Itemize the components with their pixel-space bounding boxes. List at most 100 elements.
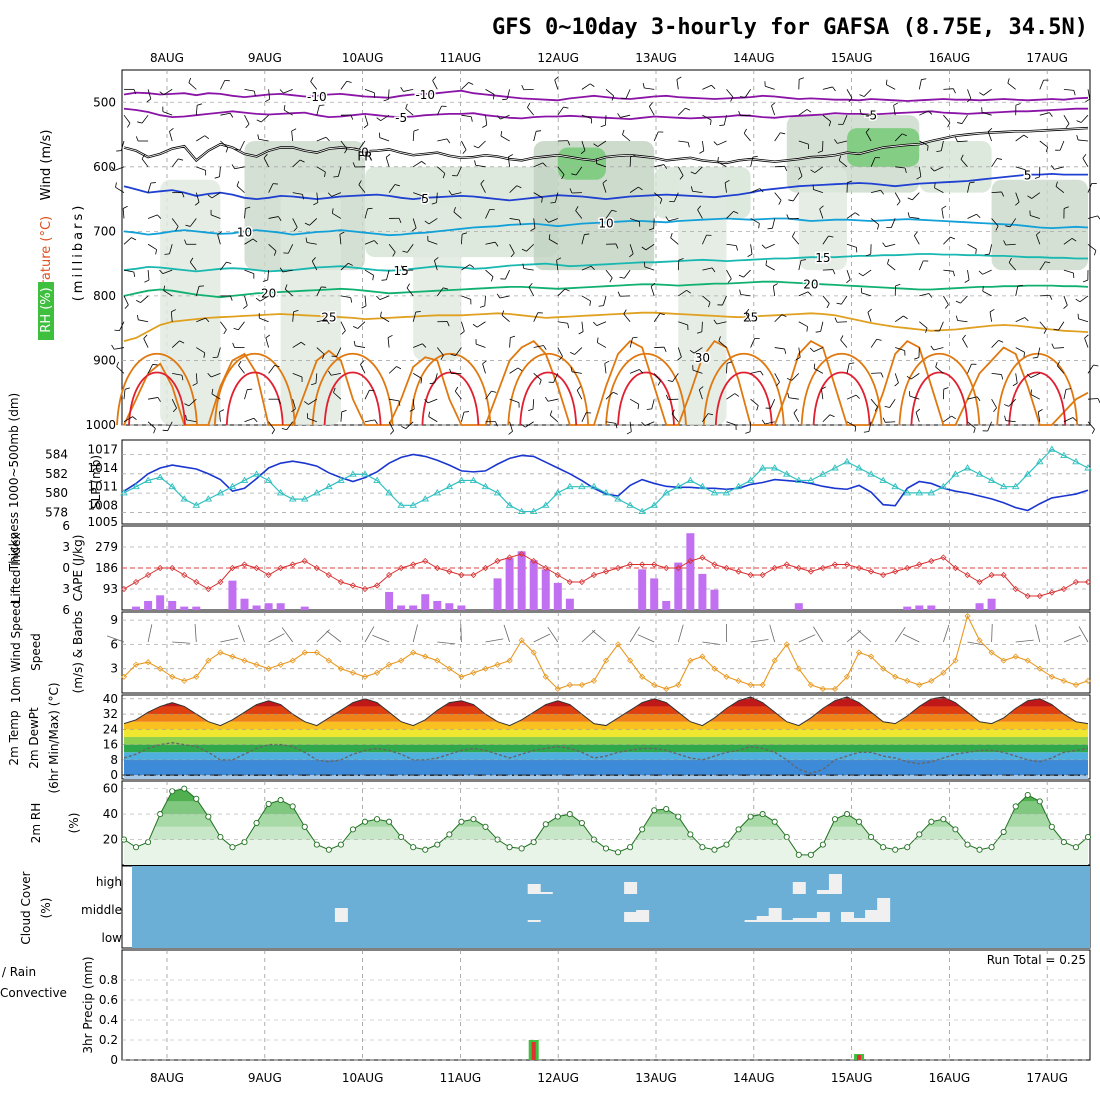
rh-point xyxy=(146,839,151,844)
cape-bar xyxy=(144,601,152,610)
precip-tick-0.2: 0.2 xyxy=(99,1033,118,1047)
rh-point xyxy=(254,820,259,825)
rh-point xyxy=(688,832,693,837)
cloud-bar xyxy=(817,912,830,922)
wind-barb-feather xyxy=(416,312,421,313)
cape-bar xyxy=(265,603,273,610)
isotherm-label-25: 25 xyxy=(321,311,336,325)
wind-barb xyxy=(750,422,751,432)
isotherm-label-20: 20 xyxy=(261,287,276,301)
cape-bar xyxy=(132,607,140,610)
cloud-level-middle: middle xyxy=(81,903,122,917)
cape-bar xyxy=(566,599,574,610)
rh-point xyxy=(266,801,271,806)
date-bottom-9AUG: 9AUG xyxy=(248,1071,282,1085)
wind-tick-9: 9 xyxy=(110,613,118,627)
temp-label-1: 2m Temp xyxy=(7,710,21,765)
rh-point xyxy=(796,852,801,857)
rh-point xyxy=(808,852,813,857)
thickness-tick-578: 578 xyxy=(45,505,68,519)
upper-label-mb: (millibars) xyxy=(71,203,86,302)
rh-point xyxy=(206,814,211,819)
rh-point xyxy=(1085,834,1090,839)
rh-label-2: (%) xyxy=(67,813,81,834)
rh-point xyxy=(507,845,512,850)
cape-tick-93: 93 xyxy=(103,582,118,596)
cloud-bar xyxy=(528,920,541,922)
rh-point xyxy=(1013,804,1018,809)
cloud-bar xyxy=(793,918,806,922)
cape-bar xyxy=(192,607,200,610)
cloud-bar xyxy=(540,892,553,894)
isotherm-label-10: 10 xyxy=(237,225,252,239)
pressure-tick-500: 500 xyxy=(93,95,116,109)
date-top-16AUG: 16AUG xyxy=(929,51,971,65)
cape-bar xyxy=(506,558,514,610)
wind-barb xyxy=(678,260,679,270)
rh-point xyxy=(447,832,452,837)
cape-bar xyxy=(650,578,658,610)
temp-tick-24: 24 xyxy=(103,722,118,736)
rh-point xyxy=(1049,824,1054,829)
isotherm-label--10: -10 xyxy=(307,90,327,104)
rh-point xyxy=(459,819,464,824)
cape-bar xyxy=(710,590,718,610)
wind-barb xyxy=(630,157,631,167)
cape-bar xyxy=(409,605,417,610)
rh-point xyxy=(158,811,163,816)
inst-label-li: Lifted Index xyxy=(9,533,23,604)
wind-tick-3: 3 xyxy=(110,662,118,676)
date-bottom-10AUG: 10AUG xyxy=(342,1071,384,1085)
cloud-bar xyxy=(805,918,818,922)
rh-point xyxy=(230,845,235,850)
rh-point xyxy=(989,845,994,850)
cape-bar xyxy=(903,607,911,610)
date-top-11AUG: 11AUG xyxy=(440,51,482,65)
isotherm-label-30: 30 xyxy=(695,351,710,365)
rh-point xyxy=(326,847,331,852)
temp-label-2: 2m DewPt xyxy=(27,707,41,769)
rh-point xyxy=(519,846,524,851)
precip-label-conv: Convective xyxy=(0,986,67,1000)
cloud-label-2: (%) xyxy=(39,898,53,919)
rh-point xyxy=(772,819,777,824)
cape-bar xyxy=(385,592,393,610)
rh-point xyxy=(242,839,247,844)
li-tick--3: 3 xyxy=(62,540,70,554)
rh-point xyxy=(194,796,199,801)
rh-point xyxy=(603,846,608,851)
rh-tick-20: 20 xyxy=(103,833,118,847)
pressure-label-slp: SLP (mb) xyxy=(89,455,103,509)
cloud-bar xyxy=(781,920,794,922)
rh-point xyxy=(302,824,307,829)
rh-point xyxy=(917,832,922,837)
precip-label-total: Total / Rain xyxy=(0,965,36,979)
rh-shade-8 xyxy=(558,147,606,179)
rh-point xyxy=(1025,792,1030,797)
date-bottom-17AUG: 17AUG xyxy=(1026,1071,1068,1085)
rh-point xyxy=(483,824,488,829)
cloud-bar xyxy=(853,918,866,922)
wind-label-speed: Speed xyxy=(29,633,43,671)
rh-point xyxy=(953,827,958,832)
isotherm-label-25: 25 xyxy=(743,311,758,325)
cape-bar xyxy=(228,581,236,610)
rh-point xyxy=(1073,845,1078,850)
cloud-bar xyxy=(624,912,637,922)
cloud-bar xyxy=(865,910,878,922)
date-bottom-14AUG: 14AUG xyxy=(733,1071,775,1085)
wind-barb xyxy=(702,322,703,332)
rh-point xyxy=(350,827,355,832)
wind-label-2: (m/s) & Barbs xyxy=(71,611,85,694)
cape-bar xyxy=(927,605,935,610)
pressure-tick-1000: 1000 xyxy=(85,418,116,432)
chart-title: GFS 0~10day 3-hourly for GAFSA (8.75E, 3… xyxy=(492,15,1088,40)
rh-point xyxy=(664,806,669,811)
temp-band xyxy=(122,760,1090,775)
cloud-label-1: Cloud Cover xyxy=(19,871,33,944)
wind-barb xyxy=(727,363,728,373)
wind-barb xyxy=(871,373,881,374)
rh-point xyxy=(977,847,982,852)
rh-point xyxy=(435,842,440,847)
